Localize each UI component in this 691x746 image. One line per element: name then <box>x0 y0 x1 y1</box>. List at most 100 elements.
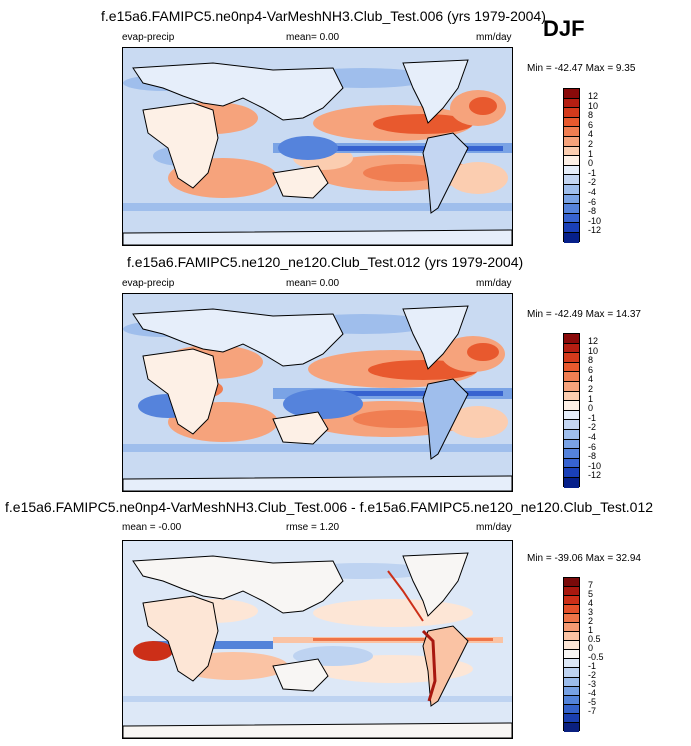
colorbar-swatch <box>564 596 579 606</box>
colorbar-swatch <box>564 223 579 233</box>
colorbar-swatch <box>564 334 579 344</box>
colorbar-swatch <box>564 677 579 687</box>
colorbar-tick: -1 <box>588 661 597 671</box>
colorbar-swatch <box>564 713 579 723</box>
panel-1-map-field <box>123 48 512 245</box>
colorbar-swatch <box>564 578 579 588</box>
panel-2-title: f.e15a6.FAMIPC5.ne120_ne120.Club_Test.01… <box>127 254 524 270</box>
colorbar-tick: 4 <box>588 129 594 139</box>
colorbar-swatch <box>564 587 579 597</box>
colorbar-swatch <box>564 372 579 382</box>
colorbar-tick: 2 <box>588 384 594 394</box>
colorbar-swatch <box>564 381 579 392</box>
panel-3-title: f.e15a6.FAMIPC5.ne0np4-VarMeshNH3.Club_T… <box>5 499 654 515</box>
colorbar-tick: -3 <box>588 679 597 689</box>
colorbar-tick: -4 <box>588 688 597 698</box>
colorbar-tick: 2 <box>588 139 594 149</box>
colorbar-tick: 6 <box>588 365 594 375</box>
colorbar-swatch <box>564 343 579 354</box>
colorbar-swatch <box>564 605 579 615</box>
panel-2-colorbar <box>563 333 580 488</box>
colorbar-swatch <box>564 686 579 696</box>
colorbar-swatch <box>564 401 579 411</box>
colorbar-tick: -10 <box>588 461 602 471</box>
colorbar-tick: -10 <box>588 216 602 226</box>
colorbar-swatch <box>564 614 579 624</box>
colorbar-swatch <box>564 165 579 176</box>
colorbar-swatch <box>564 668 579 678</box>
colorbar-tick: 12 <box>588 91 599 101</box>
colorbar-tick: 2 <box>588 616 594 626</box>
panel-1-mean-label: mean= 0.00 <box>286 32 340 43</box>
colorbar-swatch <box>564 232 579 243</box>
colorbar-swatch <box>564 468 579 478</box>
colorbar-tick: 1 <box>588 149 594 159</box>
colorbar-swatch <box>564 194 579 205</box>
colorbar-swatch <box>564 146 579 157</box>
colorbar-swatch <box>564 439 579 450</box>
colorbar-swatch <box>564 659 579 669</box>
panel-2-mean-label: mean= 0.00 <box>286 278 340 289</box>
colorbar-swatch <box>564 362 579 373</box>
colorbar-swatch <box>564 429 579 440</box>
colorbar-tick: -6 <box>588 442 597 452</box>
panel-3-units: mm/day <box>476 522 512 533</box>
colorbar-tick: -12 <box>588 470 602 480</box>
colorbar-swatch <box>564 449 579 459</box>
panel-3-minmax: Min = -39.06 Max = 32.94 <box>527 553 641 564</box>
colorbar-tick: 0 <box>588 403 594 413</box>
colorbar-tick: -8 <box>588 451 597 461</box>
colorbar-swatch <box>564 410 579 421</box>
panel-1-colorbar <box>563 88 580 243</box>
colorbar-swatch <box>564 204 579 214</box>
colorbar-tick: -2 <box>588 670 597 680</box>
panel-1-variable-label: evap-precip <box>122 32 175 43</box>
colorbar-tick: -0.5 <box>588 652 604 662</box>
colorbar-swatch <box>564 108 579 118</box>
panel-3-map <box>122 540 513 739</box>
colorbar-tick: -1 <box>588 168 597 178</box>
panel-3-mean-label: mean = -0.00 <box>122 522 182 533</box>
colorbar-swatch <box>564 458 579 469</box>
colorbar-tick: 12 <box>588 336 599 346</box>
colorbar-tick: 10 <box>588 101 599 111</box>
colorbar-tick: -7 <box>588 706 597 716</box>
season-label: DJF <box>543 16 585 41</box>
panel-2-units: mm/day <box>476 278 512 289</box>
colorbar-swatch <box>564 156 579 166</box>
colorbar-tick: 6 <box>588 120 594 130</box>
colorbar-tick: 7 <box>588 580 594 590</box>
colorbar-swatch <box>564 117 579 128</box>
panel-1-units: mm/day <box>476 32 512 43</box>
colorbar-swatch <box>564 722 579 732</box>
colorbar-swatch <box>564 695 579 705</box>
colorbar-tick: 0.5 <box>588 634 601 644</box>
panel-2-variable-label: evap-precip <box>122 278 175 289</box>
colorbar-tick: 4 <box>588 374 594 384</box>
colorbar-tick: 8 <box>588 110 594 120</box>
panel-3-map-field <box>123 541 512 738</box>
colorbar-swatch <box>564 704 579 714</box>
colorbar-swatch <box>564 184 579 195</box>
colorbar-swatch <box>564 136 579 147</box>
colorbar-swatch <box>564 641 579 651</box>
colorbar-tick: 5 <box>588 589 594 599</box>
colorbar-tick: -8 <box>588 206 597 216</box>
colorbar-swatch <box>564 650 579 660</box>
colorbar-swatch <box>564 213 579 224</box>
panel-1-map <box>122 47 513 246</box>
colorbar-tick: 10 <box>588 346 599 356</box>
colorbar-swatch <box>564 353 579 363</box>
colorbar-swatch <box>564 477 579 488</box>
panel-1-minmax: Min = -42.47 Max = 9.35 <box>527 63 636 74</box>
panel-1-title: f.e15a6.FAMIPC5.ne0np4-VarMeshNH3.Club_T… <box>101 8 546 24</box>
colorbar-tick: 8 <box>588 355 594 365</box>
colorbar-swatch <box>564 98 579 109</box>
colorbar-tick: -2 <box>588 177 597 187</box>
colorbar-tick: 1 <box>588 625 594 635</box>
panel-2-minmax: Min = -42.49 Max = 14.37 <box>527 309 641 320</box>
colorbar-tick: 0 <box>588 643 594 653</box>
colorbar-swatch <box>564 632 579 642</box>
colorbar-tick: 3 <box>588 607 594 617</box>
colorbar-tick: -12 <box>588 225 602 235</box>
